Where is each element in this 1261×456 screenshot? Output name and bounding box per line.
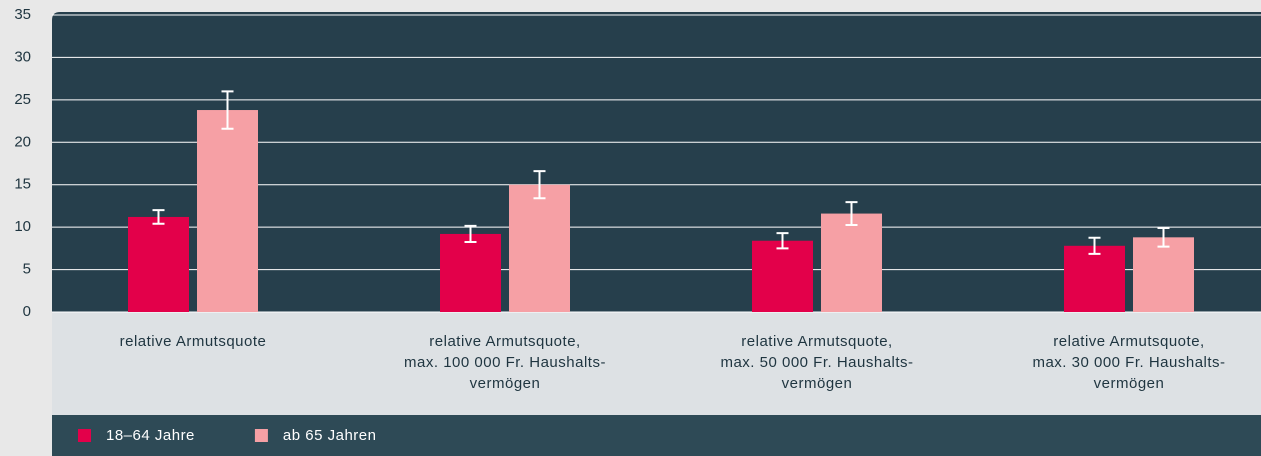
legend-swatch xyxy=(78,429,91,442)
x-tick-label: max. 50 000 Fr. Haushalts- xyxy=(720,354,913,371)
bar xyxy=(752,240,813,312)
y-tick-label: 5 xyxy=(23,261,31,278)
x-tick-label: relative Armutsquote, xyxy=(741,333,892,350)
error-bar xyxy=(776,232,789,250)
error-bar xyxy=(533,170,546,200)
bar xyxy=(440,233,501,312)
x-tick-label: max. 30 000 Fr. Haushalts- xyxy=(1032,354,1225,371)
bar xyxy=(1133,237,1194,312)
error-bar xyxy=(221,90,234,130)
y-tick-label: 20 xyxy=(14,133,31,150)
bar xyxy=(509,184,570,312)
y-tick-label: 10 xyxy=(14,218,31,235)
y-tick-label: 15 xyxy=(14,176,31,193)
plot-panel xyxy=(52,12,1261,312)
error-bar xyxy=(1088,236,1101,255)
legend-label: 18–64 Jahre xyxy=(106,427,195,444)
x-tick-label: vermögen xyxy=(470,375,541,392)
legend-label: ab 65 Jahren xyxy=(283,427,377,444)
x-tick-label: relative Armutsquote, xyxy=(1053,333,1204,350)
y-tick-label: 25 xyxy=(14,91,31,108)
x-tick-label: max. 100 000 Fr. Haushalts- xyxy=(404,354,606,371)
category-panel xyxy=(52,312,1261,415)
y-tick-label: 0 xyxy=(23,303,31,320)
x-tick-label: relative Armutsquote, xyxy=(429,333,580,350)
error-bar xyxy=(845,201,858,227)
bar xyxy=(197,110,258,312)
bar xyxy=(1064,245,1125,312)
legend-swatch xyxy=(254,429,268,442)
error-bar xyxy=(464,224,477,243)
error-bar xyxy=(1157,226,1170,248)
bar xyxy=(821,213,882,312)
y-tick-label: 35 xyxy=(14,6,31,23)
error-bar xyxy=(152,209,165,225)
legend-panel xyxy=(52,415,1261,456)
x-tick-label: vermögen xyxy=(782,375,853,392)
y-tick-label: 30 xyxy=(14,48,31,65)
bar xyxy=(128,216,189,312)
x-tick-label: relative Armutsquote xyxy=(120,333,267,350)
x-tick-label: vermögen xyxy=(1094,375,1165,392)
